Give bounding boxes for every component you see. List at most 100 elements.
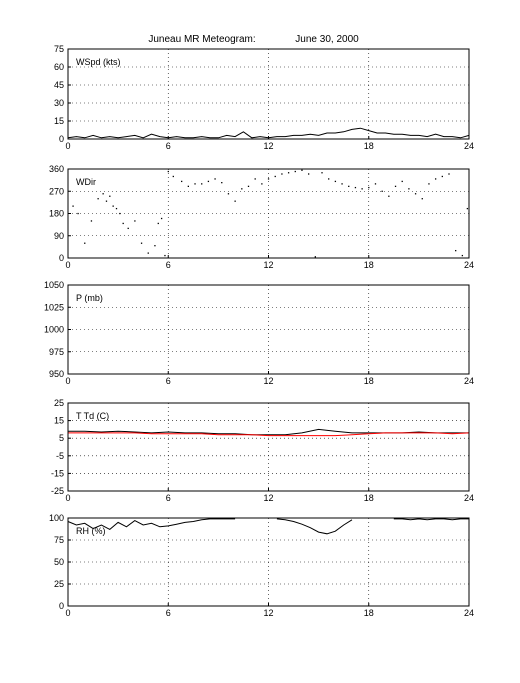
data-point xyxy=(401,180,403,183)
y-tick-label: 75 xyxy=(54,44,64,54)
data-point xyxy=(408,188,410,190)
x-tick-label: 0 xyxy=(65,608,70,618)
data-point xyxy=(140,242,143,244)
data-point xyxy=(267,178,270,180)
data-point xyxy=(308,173,310,175)
data-point xyxy=(194,183,196,185)
data-point xyxy=(441,175,443,178)
data-point xyxy=(234,200,236,202)
data-point xyxy=(154,245,156,247)
y-tick-label: 60 xyxy=(54,62,64,72)
data-point xyxy=(77,212,79,215)
y-tick-label: 100 xyxy=(49,513,64,523)
y-tick-label: -25 xyxy=(51,486,64,496)
data-point xyxy=(90,220,93,222)
series-line-0 xyxy=(68,428,469,436)
y-tick-label: 950 xyxy=(49,369,64,379)
panel-wind-speed: 0 6 12 18 24 0 15 30 45 60 75 WSpd (kts) xyxy=(54,44,474,151)
y-tick-label: 975 xyxy=(49,347,64,357)
panel-label: T Td (C) xyxy=(76,411,109,421)
y-tick-label: 0 xyxy=(59,134,64,144)
data-point xyxy=(394,185,397,188)
y-tick-label: -15 xyxy=(51,468,64,478)
series-line-0 xyxy=(67,518,469,535)
data-point xyxy=(254,178,256,180)
data-point xyxy=(72,205,74,207)
x-tick-label: 18 xyxy=(364,376,374,386)
y-tick-label: 75 xyxy=(54,535,64,545)
data-point xyxy=(294,170,296,173)
x-tick-label: 0 xyxy=(65,141,70,151)
data-point xyxy=(167,170,169,173)
y-tick-label: 90 xyxy=(54,231,64,241)
y-tick-label: 1000 xyxy=(44,325,64,335)
x-tick-label: 18 xyxy=(364,260,374,270)
data-point xyxy=(247,185,250,188)
x-tick-label: 18 xyxy=(364,141,374,151)
data-point xyxy=(368,186,370,189)
data-point xyxy=(172,175,174,178)
panel-temperature-dewpoint: 0 6 12 18 24 -25 -15 -5 5 15 25 T Td (C) xyxy=(51,398,474,503)
x-tick-label: 12 xyxy=(263,608,273,618)
panel-wind-direction: 0 6 12 18 24 0 90 180 270 360 WDir xyxy=(49,164,474,270)
x-tick-label: 18 xyxy=(364,608,374,618)
data-point xyxy=(287,172,290,174)
panel-label: WDir xyxy=(76,177,96,187)
data-point xyxy=(388,195,390,197)
data-point xyxy=(122,222,124,225)
figure-date: June 30, 2000 xyxy=(295,34,359,45)
data-point xyxy=(314,256,316,258)
data-point xyxy=(112,205,114,207)
y-tick-label: 15 xyxy=(54,416,64,426)
data-point xyxy=(134,220,136,222)
panel-label: P (mb) xyxy=(76,293,103,303)
y-tick-label: 50 xyxy=(54,557,64,567)
data-point xyxy=(164,254,166,257)
x-tick-label: 6 xyxy=(166,260,171,270)
data-point xyxy=(157,222,159,225)
data-point xyxy=(214,178,216,180)
data-point xyxy=(274,175,276,178)
data-point xyxy=(241,188,243,190)
x-tick-label: 0 xyxy=(65,376,70,386)
data-point xyxy=(97,198,99,200)
data-point xyxy=(281,173,283,175)
data-point xyxy=(201,183,203,185)
y-tick-label: 25 xyxy=(54,398,64,408)
x-tick-label: 24 xyxy=(464,493,474,503)
data-point xyxy=(421,198,423,200)
data-point xyxy=(455,249,457,252)
data-point xyxy=(414,193,417,195)
data-point xyxy=(461,254,464,257)
x-tick-label: 0 xyxy=(65,493,70,503)
panel-pressure: 0 6 12 18 24 950 975 1000 1025 1050 P (mb) xyxy=(44,280,474,386)
data-point xyxy=(448,173,450,175)
data-point xyxy=(227,193,230,195)
y-tick-label: 0 xyxy=(59,253,64,263)
data-point xyxy=(466,207,469,210)
data-point xyxy=(334,180,337,183)
y-tick-label: 30 xyxy=(54,98,64,108)
series-line-1 xyxy=(68,432,470,437)
data-point xyxy=(328,178,330,180)
data-point xyxy=(428,183,430,185)
x-tick-label: 24 xyxy=(464,376,474,386)
x-tick-label: 6 xyxy=(166,141,171,151)
x-tick-label: 6 xyxy=(166,493,171,503)
data-point xyxy=(261,183,263,185)
x-tick-label: 18 xyxy=(364,493,374,503)
y-tick-label: 0 xyxy=(59,601,64,611)
data-point xyxy=(181,180,183,183)
y-tick-label: 180 xyxy=(49,209,64,219)
x-tick-label: 24 xyxy=(464,608,474,618)
data-point xyxy=(301,169,303,171)
x-tick-label: 6 xyxy=(166,608,171,618)
x-tick-label: 6 xyxy=(166,376,171,386)
data-point xyxy=(374,183,377,185)
y-tick-label: -5 xyxy=(56,451,64,461)
data-point xyxy=(381,190,383,192)
data-point xyxy=(109,195,111,197)
panel-label: RH (%) xyxy=(76,526,106,536)
y-tick-label: 360 xyxy=(49,164,64,174)
y-tick-label: 1050 xyxy=(44,280,64,290)
